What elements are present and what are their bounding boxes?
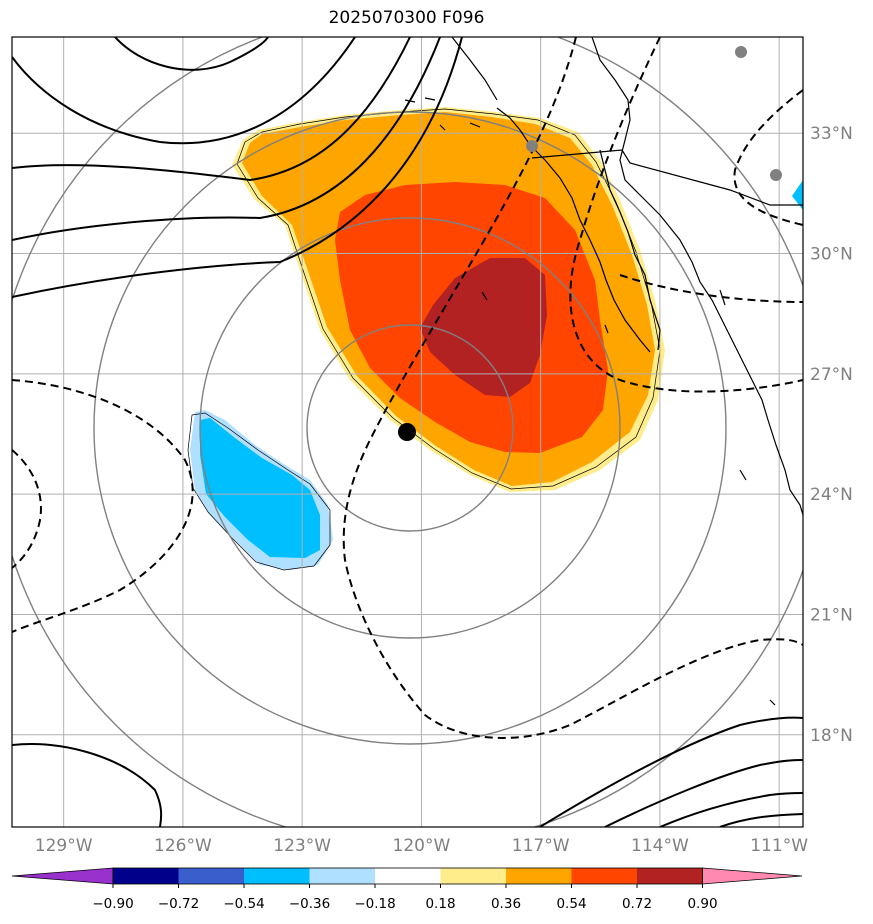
lat-gridlines <box>12 132 803 736</box>
lat-tick-label: 24°N <box>810 485 853 505</box>
contour-dashed-4 <box>733 89 803 226</box>
contour-solid-5 <box>12 37 463 298</box>
contour-solid-7 <box>539 716 803 827</box>
colorbar-segment <box>506 868 572 884</box>
baja-east-coast <box>599 149 661 351</box>
contour-solid-6 <box>12 743 163 827</box>
contour-dashed-3 <box>619 274 803 303</box>
shade-negative-corner <box>792 180 803 210</box>
lon-tick-label: 123°W <box>273 836 331 856</box>
colorbar-tick-label: −0.18 <box>354 896 395 912</box>
contour-dashed-5 <box>12 379 194 633</box>
colorbar-tick-label: 0.54 <box>556 896 586 912</box>
colorbar-segment <box>178 868 245 884</box>
contour-solid-8 <box>604 759 803 827</box>
colorbar-segment <box>309 868 376 884</box>
colorbar-extend-min <box>11 867 114 885</box>
colorbar-tick-label: −0.54 <box>223 896 264 912</box>
lat-tick-label: 21°N <box>810 605 853 625</box>
map-title: 2025070300 F096 <box>328 8 485 28</box>
lon-tick-label: 114°W <box>631 836 689 856</box>
contour-solid-10 <box>719 813 803 827</box>
contours <box>12 37 803 827</box>
colorbar-tick-label: 0.90 <box>687 896 717 912</box>
contour-solid-3 <box>12 37 411 182</box>
colorbar-tick-label: −0.72 <box>158 896 199 912</box>
colorbar-tick-label: 0.72 <box>622 896 652 912</box>
storm-center-marker <box>398 423 416 441</box>
colorbar-tick-label: −0.36 <box>289 896 330 912</box>
range-rings <box>12 37 803 827</box>
shade-positive-level-4 <box>420 258 547 397</box>
colorbar-extend-max <box>702 867 803 885</box>
colorbar-tick-labels: −0.90 −0.72 −0.54 −0.36 −0.18 0.18 0.36 0.54 0.7… <box>92 884 718 912</box>
anomaly-outline-positive <box>236 108 661 490</box>
colorbar-tick-label: 0.18 <box>425 896 455 912</box>
lon-gridlines <box>63 37 780 827</box>
lat-tick-label: 33°N <box>810 124 853 144</box>
colorbar-segment <box>440 868 507 884</box>
mexico-mainland-coast <box>591 37 803 516</box>
lon-tick-labels: 129°W 126°W 123°W 120°W 117°W 114°W 111°W <box>35 836 808 856</box>
colorbar-outline <box>112 867 703 885</box>
lat-tick-labels: 18°N 21°N 24°N 27°N 30°N 33°N <box>810 124 853 746</box>
colorbar-segment <box>244 868 310 884</box>
lat-tick-label: 27°N <box>810 365 853 385</box>
contour-dashed-1 <box>342 37 803 739</box>
contour-solid-1 <box>114 37 269 71</box>
colorbar-segment <box>113 868 179 884</box>
anomaly-outline-negative <box>187 412 331 571</box>
city-marker <box>770 169 782 181</box>
contour-solid-2 <box>12 37 356 145</box>
range-ring-1 <box>306 324 514 532</box>
lon-tick-label: 126°W <box>154 836 212 856</box>
map-frame <box>11 36 804 828</box>
lon-tick-label: 111°W <box>750 836 808 856</box>
city-marker <box>526 140 538 152</box>
map-area <box>12 37 803 827</box>
lat-tick-label: 30°N <box>810 245 853 265</box>
colorbar-segment <box>571 868 638 884</box>
range-ring-2 <box>199 217 621 639</box>
us-mexico-border <box>531 149 803 206</box>
lon-tick-label: 120°W <box>393 836 451 856</box>
city-marker <box>735 46 747 58</box>
colorbar <box>11 867 803 885</box>
lon-tick-label: 129°W <box>35 836 93 856</box>
california-coast <box>451 37 498 101</box>
colorbar-segment <box>375 868 441 884</box>
dashed-contours <box>12 37 803 739</box>
shade-negative-level-2 <box>200 418 320 558</box>
baja-west-coast <box>496 107 651 353</box>
colorbar-tick-label: −0.90 <box>92 896 133 912</box>
contour-solid-4 <box>12 37 441 241</box>
lon-tick-label: 117°W <box>512 836 570 856</box>
contour-dashed-6 <box>12 449 42 569</box>
contour-solid-9 <box>659 792 803 827</box>
colorbar-tick-label: 0.36 <box>491 896 521 912</box>
colorbar-segment <box>637 868 703 884</box>
lat-tick-label: 18°N <box>810 726 853 746</box>
contour-dashed-2 <box>569 37 803 393</box>
range-ring-3 <box>93 111 727 745</box>
